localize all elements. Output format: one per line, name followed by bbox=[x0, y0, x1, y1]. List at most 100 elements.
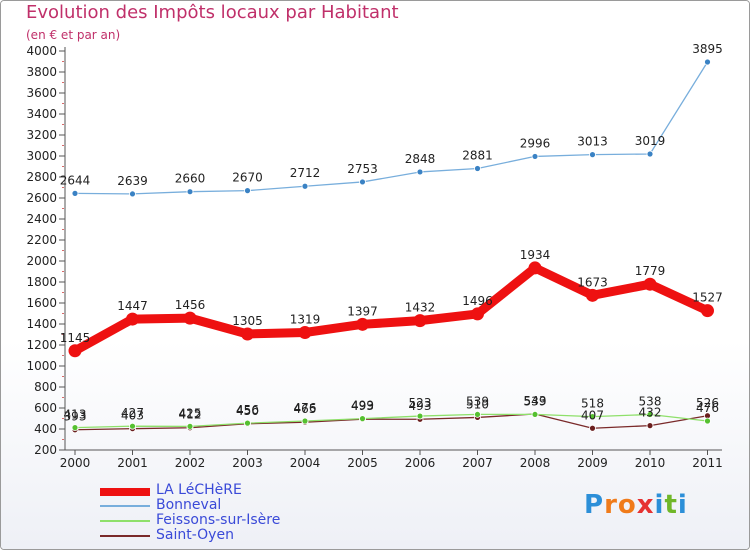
data-point bbox=[186, 188, 194, 196]
data-label: 1305 bbox=[232, 314, 263, 328]
data-label: 2753 bbox=[347, 162, 378, 176]
y-tick-label: 3000 bbox=[26, 149, 57, 163]
data-label: 403 bbox=[121, 409, 144, 423]
data-label: 456 bbox=[236, 403, 259, 417]
y-tick-label: 4000 bbox=[26, 44, 57, 58]
chart-legend: LA LéCHèRE Bonneval Feissons-sur-Isère S… bbox=[100, 482, 340, 544]
y-tick-label: 800 bbox=[34, 380, 57, 394]
data-label: 523 bbox=[409, 396, 432, 410]
legend-label-feissons: Feissons-sur-Isère bbox=[156, 512, 281, 528]
data-label: 493 bbox=[409, 399, 432, 413]
data-label: 538 bbox=[639, 395, 662, 409]
data-point bbox=[71, 424, 79, 432]
data-label: 526 bbox=[696, 396, 719, 410]
legend-item-saint-oyen: Saint-Oyen bbox=[100, 527, 340, 544]
data-label: 412 bbox=[179, 408, 202, 422]
data-point bbox=[356, 317, 369, 331]
data-label: 1779 bbox=[635, 264, 666, 278]
data-point bbox=[643, 277, 657, 291]
legend-item-feissons: Feissons-sur-Isère bbox=[100, 512, 340, 529]
data-point bbox=[528, 261, 542, 275]
data-label: 2670 bbox=[232, 171, 263, 185]
data-point bbox=[646, 150, 654, 158]
data-point bbox=[68, 344, 82, 358]
data-label: 413 bbox=[64, 408, 87, 422]
data-label: 1145 bbox=[60, 331, 91, 345]
data-label: 476 bbox=[696, 401, 719, 415]
data-label: 2639 bbox=[117, 174, 148, 188]
data-label: 1527 bbox=[692, 291, 723, 305]
data-label: 2881 bbox=[462, 148, 493, 162]
logo-letter: i bbox=[677, 490, 688, 520]
data-point bbox=[701, 304, 714, 318]
data-label: 2848 bbox=[405, 152, 436, 166]
data-point bbox=[474, 165, 481, 172]
logo-letter: i bbox=[654, 490, 665, 520]
y-tick-label: 3800 bbox=[26, 65, 57, 79]
data-label: 510 bbox=[466, 397, 489, 411]
data-label: 1397 bbox=[347, 304, 378, 318]
series-line-2 bbox=[74, 413, 709, 429]
legend-label-bonneval: Bonneval bbox=[156, 497, 222, 513]
data-point bbox=[589, 424, 596, 432]
data-point bbox=[244, 187, 251, 195]
data-label: 1496 bbox=[462, 294, 493, 308]
chart-title: Evolution des Impôts locaux par Habitant bbox=[26, 2, 399, 23]
x-tick-label: 2000 bbox=[60, 456, 91, 470]
data-label: 393 bbox=[64, 410, 87, 424]
data-label: 1432 bbox=[405, 301, 436, 315]
series-line-1 bbox=[74, 61, 709, 195]
legend-swatch-feissons bbox=[100, 520, 150, 522]
logo-letter: P bbox=[584, 490, 605, 520]
data-label: 539 bbox=[524, 394, 547, 408]
data-label: 1934 bbox=[520, 248, 551, 262]
data-point bbox=[129, 190, 136, 198]
data-point bbox=[241, 327, 254, 341]
y-tick-label: 2400 bbox=[26, 212, 57, 226]
data-point bbox=[416, 412, 424, 420]
y-tick-label: 3600 bbox=[26, 86, 57, 100]
x-tick-label: 2005 bbox=[347, 456, 378, 470]
data-label: 1456 bbox=[175, 298, 206, 312]
x-tick-label: 2011 bbox=[692, 456, 723, 470]
data-label: 450 bbox=[236, 404, 259, 418]
y-tick-label: 1200 bbox=[26, 338, 57, 352]
data-point bbox=[129, 422, 136, 430]
data-label: 2996 bbox=[520, 136, 551, 150]
legend-item-la-lechere: LA LéCHèRE bbox=[100, 482, 340, 499]
chart-subtitle: (en € et par an) bbox=[26, 28, 121, 42]
data-label: 3895 bbox=[692, 42, 723, 56]
legend-item-bonneval: Bonneval bbox=[100, 497, 340, 514]
data-point bbox=[413, 314, 427, 328]
y-tick-label: 2800 bbox=[26, 170, 57, 184]
data-point bbox=[531, 153, 539, 160]
data-label: 476 bbox=[294, 401, 317, 415]
legend-swatch-saint-oyen bbox=[100, 535, 150, 537]
data-label: 2712 bbox=[290, 166, 321, 180]
x-tick-label: 2009 bbox=[577, 456, 608, 470]
data-point bbox=[586, 288, 599, 302]
data-label: 3019 bbox=[635, 134, 666, 148]
logo-letter: o bbox=[617, 490, 637, 520]
legend-swatch-bonneval bbox=[100, 505, 150, 507]
y-tick-label: 2600 bbox=[26, 191, 57, 205]
data-label: 427 bbox=[121, 406, 144, 420]
y-tick-label: 2200 bbox=[26, 233, 57, 247]
data-label: 539 bbox=[466, 394, 489, 408]
x-tick-label: 2003 bbox=[232, 456, 263, 470]
y-tick-label: 400 bbox=[34, 422, 57, 436]
y-tick-label: 1000 bbox=[26, 359, 57, 373]
data-label: 499 bbox=[351, 399, 374, 413]
data-point bbox=[183, 311, 197, 325]
logo-letter: r bbox=[604, 490, 618, 520]
data-label: 543 bbox=[524, 394, 547, 408]
data-label: 2644 bbox=[60, 173, 91, 187]
y-tick-label: 2000 bbox=[26, 254, 57, 268]
data-label: 2660 bbox=[175, 172, 206, 186]
logo-letter: t bbox=[664, 490, 678, 520]
x-tick-label: 2004 bbox=[290, 456, 321, 470]
data-point bbox=[126, 312, 139, 326]
proxiti-logo: Proxiti bbox=[584, 490, 688, 520]
data-label: 493 bbox=[351, 399, 374, 413]
